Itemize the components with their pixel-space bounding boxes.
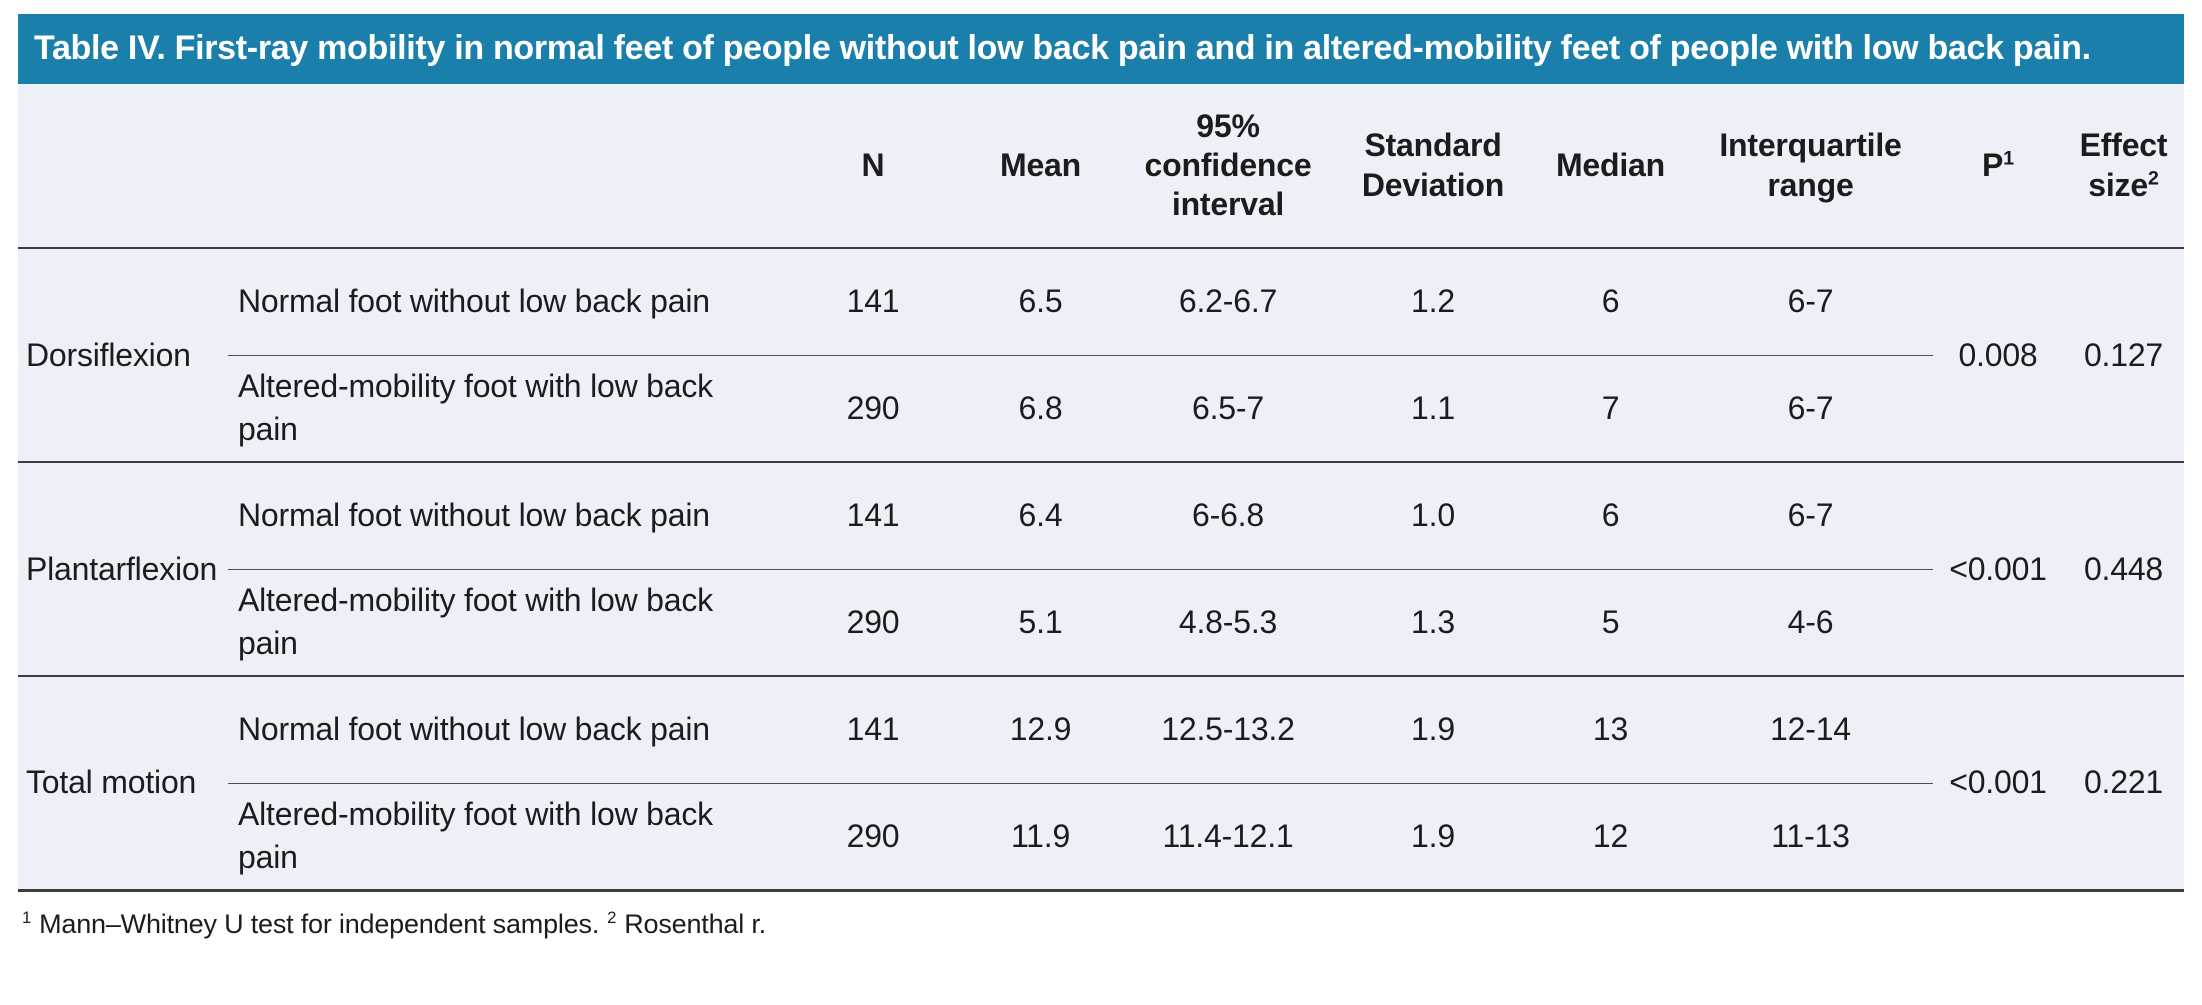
effect-size-superscript: 2 bbox=[2147, 166, 2159, 189]
cell-mean: 6.8 bbox=[1018, 389, 1063, 426]
cell-median: 13 bbox=[1533, 675, 1688, 784]
cell-mean: 11.9 bbox=[1010, 817, 1071, 854]
column-header-sd: Standard Deviation bbox=[1333, 84, 1533, 249]
subgroup-label: Normal foot without low back pain bbox=[228, 675, 788, 784]
table-footnote: 1 Mann–Whitney U test for independent sam… bbox=[18, 909, 2184, 940]
column-header-n: N bbox=[788, 84, 958, 249]
p-label: P bbox=[1982, 146, 2004, 183]
cell-median: 6 bbox=[1533, 461, 1688, 570]
table-row: Plantarflexion Normal foot without low b… bbox=[18, 461, 2184, 676]
table-row: Altered-mobility foot with low back pain… bbox=[18, 783, 2184, 890]
column-header-iqr: Interquartile range bbox=[1688, 84, 1933, 249]
cell-n: 290 bbox=[846, 817, 900, 854]
cell-n: 290 bbox=[846, 389, 900, 426]
footnote-text-1: Mann–Whitney U test for independent samp… bbox=[39, 908, 600, 939]
cell-iqr: 12-14 bbox=[1688, 675, 1933, 784]
cell-p-value: 0.008 bbox=[1933, 247, 2063, 462]
column-header-effect-size: Effect size2 bbox=[2063, 84, 2184, 249]
subgroup-label: Altered-mobility foot with low back pain bbox=[238, 368, 713, 448]
data-table: N Mean 95% confidence interval Standard … bbox=[18, 84, 2184, 892]
p-superscript: 1 bbox=[2003, 147, 2014, 170]
cell-n: 141 bbox=[788, 247, 958, 356]
cell-ci: 6-6.8 bbox=[1123, 461, 1333, 570]
cell-iqr: 6-7 bbox=[1688, 461, 1933, 570]
group-label-total-motion: Total motion bbox=[18, 675, 228, 890]
table-row: Altered-mobility foot with low back pain… bbox=[18, 569, 2184, 676]
cell-mean: 6.5 bbox=[958, 247, 1123, 356]
column-header-median: Median bbox=[1533, 84, 1688, 249]
cell-ci: 12.5-13.2 bbox=[1123, 675, 1333, 784]
table-row: Altered-mobility foot with low back pain… bbox=[18, 355, 2184, 462]
cell-sd: 1.9 bbox=[1333, 675, 1533, 784]
cell-n: 141 bbox=[788, 461, 958, 570]
cell-n: 141 bbox=[788, 675, 958, 784]
cell-median: 5 bbox=[1601, 603, 1620, 640]
table-row: Total motion Normal foot without low bac… bbox=[18, 675, 2184, 890]
column-header-ci: 95% confidence interval bbox=[1123, 84, 1333, 249]
cell-effect-size: 0.448 bbox=[2063, 461, 2184, 676]
table-row: Dorsiflexion Normal foot without low bac… bbox=[18, 247, 2184, 462]
cell-mean: 6.4 bbox=[958, 461, 1123, 570]
footnote-superscript-2: 2 bbox=[607, 907, 617, 927]
cell-iqr: 11-13 bbox=[1771, 817, 1850, 854]
cell-median: 7 bbox=[1601, 389, 1620, 426]
cell-ci: 4.8-5.3 bbox=[1178, 603, 1278, 640]
cell-mean: 5.1 bbox=[1018, 603, 1063, 640]
cell-sd: 1.2 bbox=[1333, 247, 1533, 356]
group-label-dorsiflexion: Dorsiflexion bbox=[18, 247, 228, 462]
effect-size-label: Effect size bbox=[2079, 127, 2168, 203]
cell-iqr: 6-7 bbox=[1787, 389, 1834, 426]
cell-iqr: 4-6 bbox=[1787, 603, 1834, 640]
cell-ci: 11.4-12.1 bbox=[1162, 817, 1294, 854]
cell-sd: 1.3 bbox=[1411, 603, 1455, 640]
cell-effect-size: 0.127 bbox=[2063, 247, 2184, 462]
table-title: Table IV. First-ray mobility in normal f… bbox=[18, 14, 2184, 84]
footnote-text-2: Rosenthal r. bbox=[624, 908, 766, 939]
column-header-subgroup bbox=[228, 84, 788, 249]
footnote-superscript-1: 1 bbox=[22, 907, 32, 927]
cell-iqr: 6-7 bbox=[1688, 247, 1933, 356]
cell-n: 290 bbox=[846, 603, 900, 640]
subgroup-label: Normal foot without low back pain bbox=[228, 247, 788, 356]
column-header-row: N Mean 95% confidence interval Standard … bbox=[18, 84, 2184, 249]
cell-ci: 6.2-6.7 bbox=[1123, 247, 1333, 356]
cell-sd: 1.1 bbox=[1411, 389, 1455, 426]
cell-mean: 12.9 bbox=[958, 675, 1123, 784]
cell-p-value: <0.001 bbox=[1933, 675, 2063, 890]
cell-effect-size: 0.221 bbox=[2063, 675, 2184, 890]
column-header-p: P1 bbox=[1933, 84, 2063, 249]
column-header-category bbox=[18, 84, 228, 249]
cell-median: 6 bbox=[1533, 247, 1688, 356]
cell-sd: 1.0 bbox=[1333, 461, 1533, 570]
subgroup-label: Altered-mobility foot with low back pain bbox=[238, 795, 713, 875]
subgroup-label: Altered-mobility foot with low back pain bbox=[238, 582, 713, 662]
group-label-plantarflexion: Plantarflexion bbox=[18, 461, 228, 676]
cell-median: 12 bbox=[1592, 817, 1629, 854]
subgroup-label: Normal foot without low back pain bbox=[228, 461, 788, 570]
cell-p-value: <0.001 bbox=[1933, 461, 2063, 676]
cell-ci: 6.5-7 bbox=[1192, 389, 1264, 426]
column-header-mean: Mean bbox=[958, 84, 1123, 249]
cell-sd: 1.9 bbox=[1411, 817, 1455, 854]
